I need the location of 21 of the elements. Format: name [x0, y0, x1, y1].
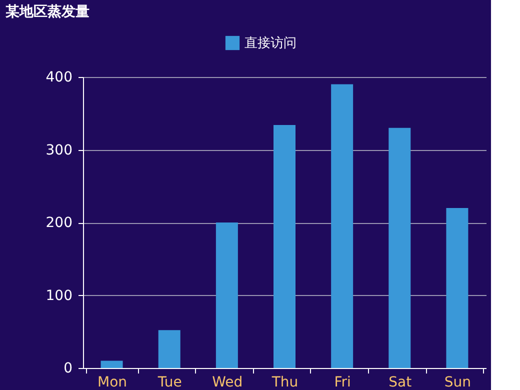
legend-label: 直接访问 — [244, 35, 296, 51]
y-tick-label: 0 — [64, 360, 72, 376]
y-tick-label: 100 — [46, 288, 72, 304]
bar — [331, 84, 354, 368]
bar — [100, 360, 123, 368]
x-tick-label: Thu — [270, 374, 298, 390]
x-tick-label: Sun — [444, 374, 472, 390]
bar — [216, 222, 238, 368]
y-tick-label: 200 — [46, 215, 72, 231]
x-tick-label: Tue — [156, 374, 182, 390]
y-tick-label: 300 — [46, 142, 72, 158]
x-tick-label: Mon — [98, 374, 128, 390]
chart-title: 某地区蒸发量 — [4, 4, 90, 20]
x-tick-label: Wed — [212, 374, 243, 390]
bar — [446, 208, 468, 368]
x-tick-label: Fri — [334, 374, 351, 390]
bar — [388, 128, 411, 368]
bar — [158, 330, 180, 368]
x-tick-label: Sat — [388, 374, 412, 390]
y-tick-label: 400 — [46, 70, 72, 86]
bar — [274, 125, 296, 368]
